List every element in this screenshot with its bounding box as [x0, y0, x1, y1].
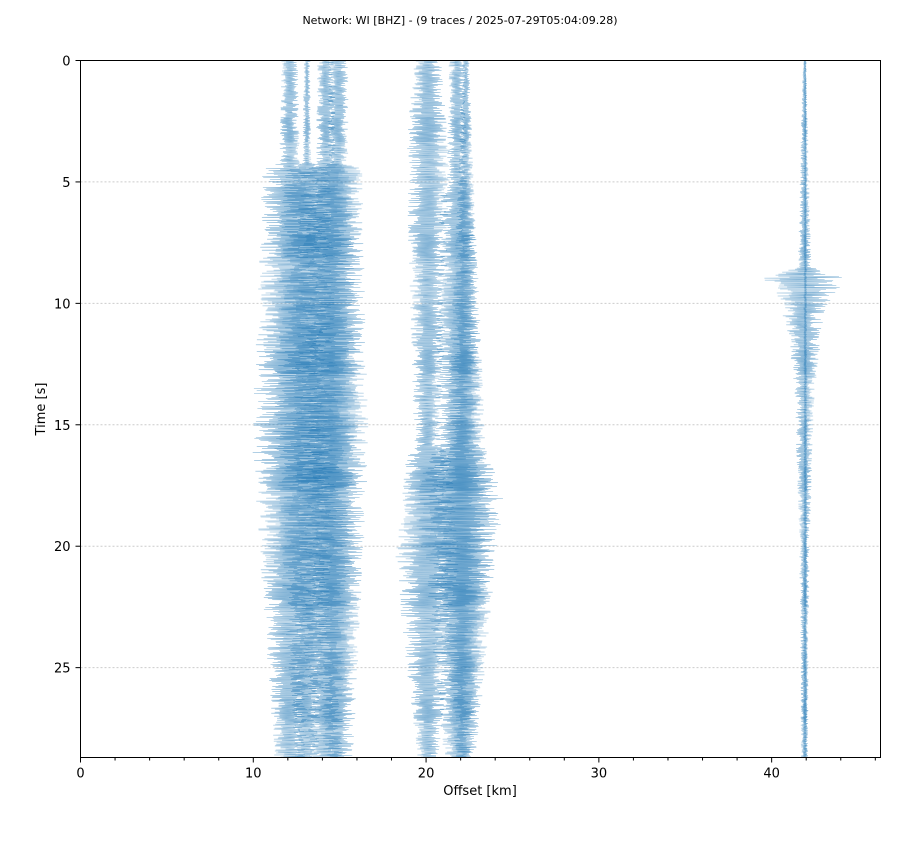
y-axis-label: Time [s] — [34, 383, 49, 437]
y-tick-label: 25 — [54, 662, 71, 677]
seismic-trace — [428, 60, 504, 758]
x-tick-label: 40 — [763, 767, 780, 782]
x-tick-label: 30 — [591, 767, 608, 782]
traces — [252, 60, 842, 758]
x-tick-label: 20 — [418, 767, 435, 782]
y-tick-label: 15 — [54, 419, 71, 434]
seismic-trace — [395, 60, 461, 758]
y-tick-label: 0 — [62, 55, 70, 70]
plot-area — [80, 60, 881, 758]
x-tick-label: 10 — [245, 767, 262, 782]
x-tick-label: 0 — [76, 767, 84, 782]
seismic-trace — [252, 60, 326, 758]
y-tick-label: 5 — [62, 176, 70, 191]
x-axis-label: Offset [km] — [443, 784, 517, 799]
y-tick-label: 10 — [54, 297, 71, 312]
chart-title: Network: WI [BHZ] - (9 traces / 2025-07-… — [302, 14, 617, 27]
y-tick-label: 20 — [54, 540, 71, 555]
seismic-trace — [802, 60, 808, 758]
seismic-trace — [764, 60, 842, 758]
axis-ticks: 0 10 20 30 40 0 5 10 15 20 25 — [54, 55, 876, 782]
seismic-trace — [307, 60, 369, 758]
